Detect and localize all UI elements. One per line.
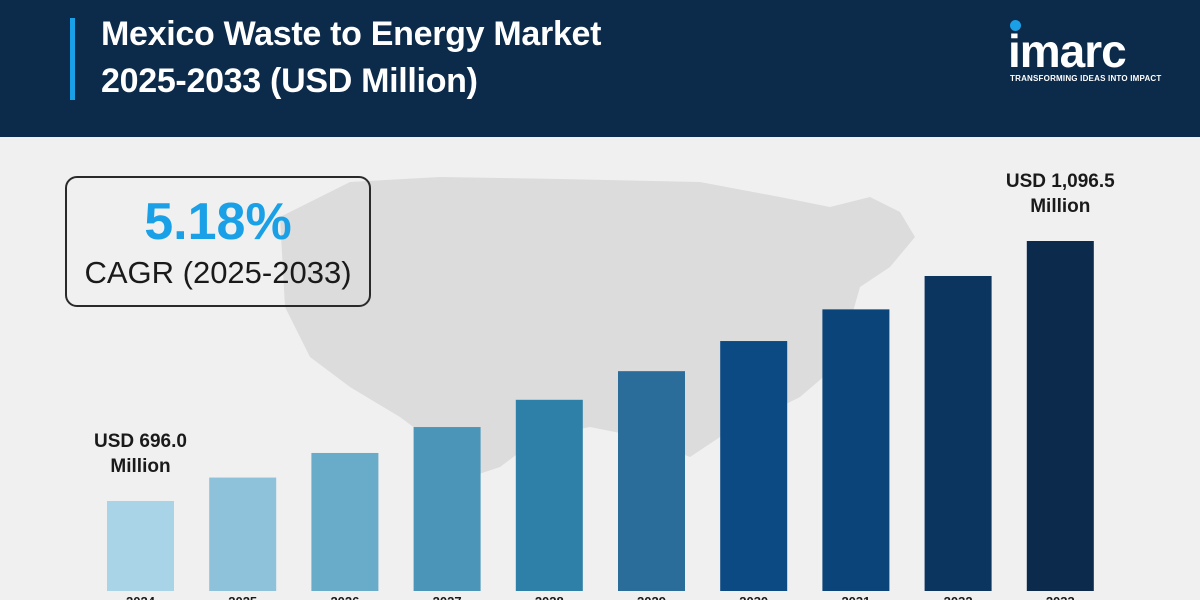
logo-tagline: TRANSFORMING IDEAS INTO IMPACT	[1010, 74, 1162, 83]
header-banner: Mexico Waste to Energy Market 2025-2033 …	[0, 0, 1200, 137]
bar-2025	[209, 477, 277, 591]
x-tick-label-2024: 2024	[126, 594, 156, 600]
data-label-2024-line2: Million	[110, 456, 170, 477]
chart-title-line2: 2025-2033 (USD Million)	[101, 62, 478, 100]
title-accent-bar	[70, 18, 75, 100]
data-label-2024-line1: USD 696.0	[94, 431, 187, 452]
x-tick-label-2025: 2025	[228, 594, 257, 600]
bar-2030	[720, 341, 788, 591]
data-label-2033-line2: Million	[1030, 196, 1090, 217]
bar-2028	[515, 399, 583, 591]
x-tick-label-2033: 2033	[1046, 594, 1075, 600]
bar-2024	[107, 501, 174, 591]
x-tick-label-2029: 2029	[637, 594, 666, 600]
cagr-label: CAGR (2025-2033)	[84, 255, 352, 290]
x-tick-label-2028: 2028	[535, 594, 564, 600]
x-tick-label-2026: 2026	[330, 594, 359, 600]
bar-2026	[311, 452, 379, 591]
bar-2032	[924, 275, 992, 591]
data-label-2033-line1: USD 1,096.5	[1006, 171, 1115, 192]
chart-title-line1: Mexico Waste to Energy Market	[101, 15, 602, 53]
x-tick-label-2031: 2031	[841, 594, 870, 600]
bar-2031	[822, 309, 890, 591]
x-tick-label-2032: 2032	[944, 594, 973, 600]
logo-dot-icon	[1010, 20, 1021, 31]
x-tick-label-2027: 2027	[433, 594, 462, 600]
bar-2027	[413, 427, 481, 591]
cagr-box: 5.18% CAGR (2025-2033)	[65, 176, 371, 307]
bar-2029	[618, 371, 685, 591]
logo-wordmark: imarc	[1008, 25, 1127, 77]
bar-2033	[1026, 241, 1094, 591]
cagr-value: 5.18%	[144, 193, 292, 251]
imarc-logo: imarc TRANSFORMING IDEAS INTO IMPACT	[1005, 20, 1165, 90]
x-tick-label-2030: 2030	[739, 594, 768, 600]
